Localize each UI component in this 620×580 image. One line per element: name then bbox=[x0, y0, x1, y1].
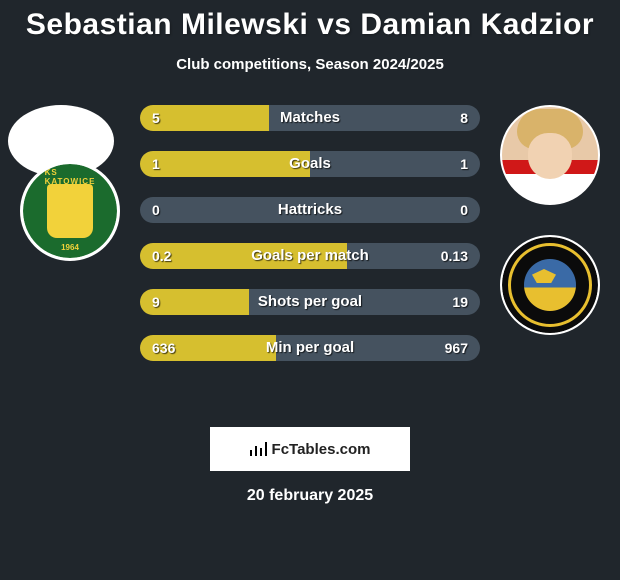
page-title: Sebastian Milewski vs Damian Kadzior bbox=[0, 0, 620, 42]
stat-row: Hattricks00 bbox=[140, 197, 480, 223]
stat-value-right: 0.13 bbox=[441, 243, 468, 269]
stat-bar-right bbox=[249, 289, 480, 315]
stat-value-right: 0 bbox=[460, 197, 468, 223]
comparison-rows: Matches58Goals11Hattricks00Goals per mat… bbox=[140, 105, 480, 381]
stat-value-right: 19 bbox=[452, 289, 468, 315]
chart-icon bbox=[250, 442, 268, 456]
footer-brand-text: FcTables.com bbox=[272, 441, 371, 458]
stat-row: Goals11 bbox=[140, 151, 480, 177]
stat-value-left: 636 bbox=[152, 335, 175, 361]
stat-row: Min per goal636967 bbox=[140, 335, 480, 361]
stat-value-left: 0 bbox=[152, 197, 160, 223]
stat-row: Matches58 bbox=[140, 105, 480, 131]
comparison-content: KS KATOWICE 1964 Matches58Goals11Hattric… bbox=[0, 105, 620, 405]
club-right-badge bbox=[500, 235, 600, 335]
stat-bar-right bbox=[310, 151, 480, 177]
stat-bar-left bbox=[140, 151, 310, 177]
stat-row: Shots per goal919 bbox=[140, 289, 480, 315]
footer-brand-badge: FcTables.com bbox=[210, 427, 410, 471]
club-left-badge: KS KATOWICE 1964 bbox=[20, 161, 120, 261]
player-right-avatar bbox=[500, 105, 600, 205]
subtitle: Club competitions, Season 2024/2025 bbox=[0, 56, 620, 73]
stat-bar-right bbox=[140, 197, 480, 223]
stat-value-left: 0.2 bbox=[152, 243, 171, 269]
stat-value-right: 8 bbox=[460, 105, 468, 131]
date-text: 20 february 2025 bbox=[0, 487, 620, 505]
stat-bar-right bbox=[269, 105, 480, 131]
stat-value-left: 5 bbox=[152, 105, 160, 131]
stat-row: Goals per match0.20.13 bbox=[140, 243, 480, 269]
stat-value-right: 967 bbox=[445, 335, 468, 361]
stat-value-left: 9 bbox=[152, 289, 160, 315]
stat-value-left: 1 bbox=[152, 151, 160, 177]
stat-value-right: 1 bbox=[460, 151, 468, 177]
